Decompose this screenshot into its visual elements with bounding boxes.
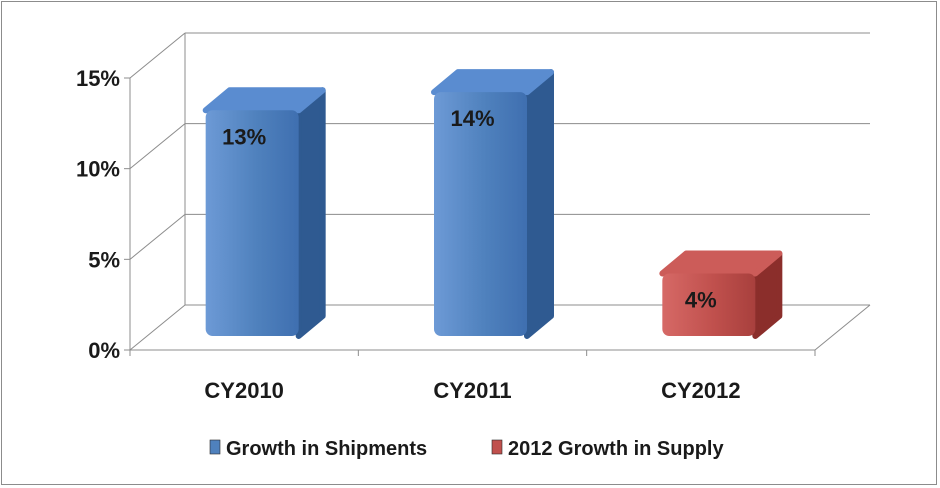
x-tick-label: CY2011 bbox=[433, 378, 511, 403]
labels-layer: CY2010 CY2011 CY2012 13% 14% 4% bbox=[204, 106, 740, 403]
bar-top-face bbox=[431, 69, 554, 96]
data-label: 13% bbox=[222, 124, 266, 149]
bar-front-face bbox=[205, 110, 299, 337]
y-tick-label: 10% bbox=[76, 157, 120, 182]
gridline-side-10 bbox=[129, 123, 186, 170]
bar-front-face bbox=[434, 92, 527, 336]
x-tick-label: CY2012 bbox=[661, 378, 741, 403]
y-tick-label: 0% bbox=[88, 338, 120, 363]
x-tick-label: CY2010 bbox=[204, 378, 284, 403]
legend-item-2: 2012 Growth in Supply bbox=[491, 438, 724, 460]
bar-growth-in-shipments-cy2010 bbox=[202, 87, 326, 339]
y-tick-label: 5% bbox=[88, 247, 120, 272]
gridline-side-0 bbox=[129, 304, 186, 351]
gridline-side-5 bbox=[129, 213, 186, 260]
legend-swatch bbox=[209, 439, 221, 455]
data-label: 4% bbox=[685, 287, 717, 312]
legend-label: Growth in Shipments bbox=[226, 438, 427, 460]
bar-front-face bbox=[662, 273, 756, 336]
floor-right-edge bbox=[814, 304, 871, 351]
data-label: 14% bbox=[450, 106, 494, 131]
bar-2012-growth-in-supply-cy2012 bbox=[659, 250, 783, 339]
legend: Growth in Shipments 2012 Growth in Supply bbox=[209, 438, 724, 460]
bar-side-face bbox=[524, 69, 554, 339]
gridline-side-15 bbox=[129, 32, 186, 79]
legend-swatch bbox=[491, 439, 503, 455]
bars-layer bbox=[202, 69, 783, 339]
bar-top-face bbox=[659, 250, 783, 277]
bar-top-face bbox=[202, 87, 326, 114]
y-tick-label: 15% bbox=[76, 66, 120, 91]
bar-side-face bbox=[295, 87, 326, 339]
legend-item-1: Growth in Shipments bbox=[209, 438, 427, 460]
legend-label: 2012 Growth in Supply bbox=[508, 438, 724, 460]
bar-growth-in-shipments-cy2011 bbox=[431, 69, 554, 339]
